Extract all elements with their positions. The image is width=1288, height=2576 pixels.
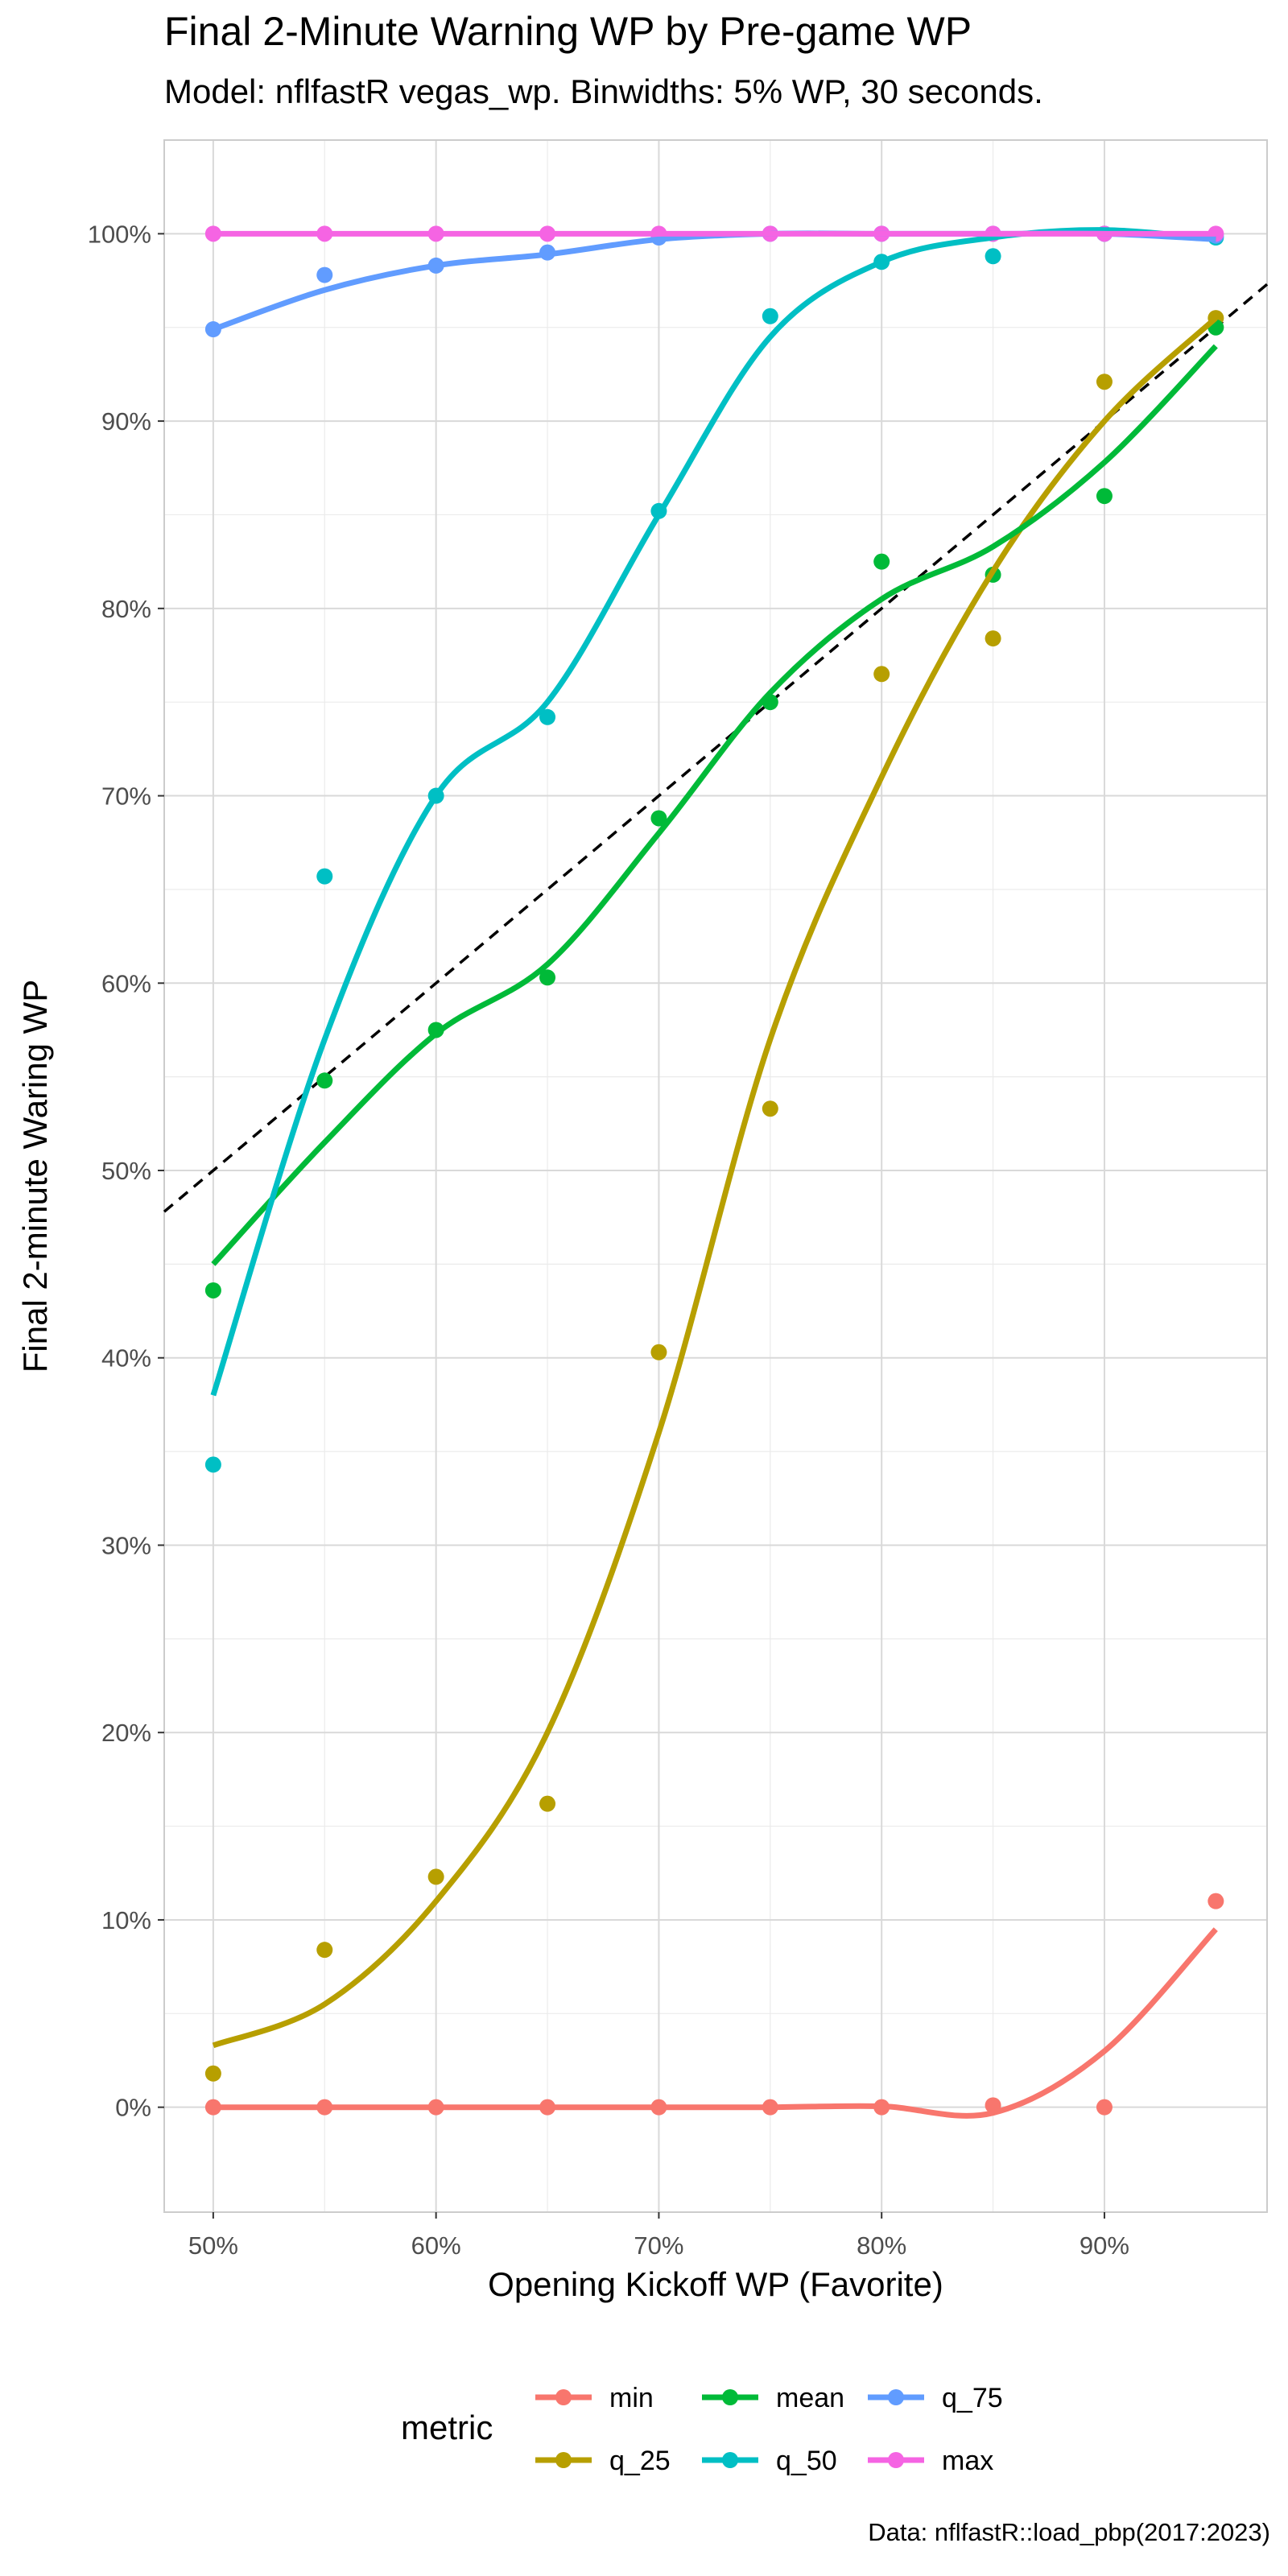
data-point-mean [650, 810, 667, 827]
data-point-q_25 [427, 1868, 444, 1885]
legend-label-min: min [609, 2383, 654, 2413]
y-tick-label: 10% [101, 1906, 151, 1934]
data-point-q_25 [1096, 374, 1113, 390]
x-tick-label: 50% [188, 2231, 238, 2260]
legend-key-point-max [888, 2452, 904, 2468]
data-point-q_50 [316, 868, 333, 885]
legend-label-q_50: q_50 [776, 2446, 837, 2476]
smooth-lines [210, 227, 1218, 2119]
y-axis-title: Final 2-minute Waring WP [16, 980, 54, 1373]
y-axis-ticks: 0% 10% 20% 30% 40% 50% 60% 70% 80% 90% 100% [88, 220, 164, 2122]
data-point-q_25 [539, 1795, 556, 1812]
x-tick-label: 90% [1080, 2231, 1129, 2260]
data-point-q_50 [539, 708, 556, 725]
data-point-mean [204, 1282, 221, 1298]
reference-line [163, 283, 1269, 1213]
legend-label-q_25: q_25 [609, 2446, 671, 2476]
data-point-q_50 [762, 308, 778, 324]
data-point-q_50 [985, 248, 1001, 265]
legend-key-point-mean [722, 2389, 738, 2405]
legend-label-max: max [942, 2446, 993, 2476]
x-tick-label: 80% [857, 2231, 906, 2260]
smooth-line-mean [211, 344, 1218, 1266]
data-point-min [1096, 2099, 1113, 2116]
chart-caption: Data: nflfastR::load_pbp(2017:2023) [868, 2518, 1270, 2546]
smooth-line-q_25 [212, 316, 1218, 2049]
smooth-line-q_50 [210, 227, 1216, 1397]
y-tick-label: 80% [101, 595, 151, 623]
legend-key-point-q_75 [888, 2389, 904, 2405]
data-point-mean [316, 1072, 333, 1089]
data-point-mean [539, 969, 556, 986]
y-tick-label: 40% [101, 1344, 151, 1373]
chart-subtitle: Model: nflfastR vegas_wp. Binwidths: 5% … [164, 72, 1043, 110]
legend-key-point-q_25 [555, 2452, 572, 2468]
data-point-q_25 [985, 630, 1001, 647]
data-point-q_25 [873, 666, 890, 683]
legend-key-point-q_50 [722, 2452, 738, 2468]
data-point-mean [1096, 488, 1113, 505]
data-point-q_25 [204, 2065, 221, 2082]
y-tick-label: 100% [88, 220, 151, 248]
y-tick-label: 70% [101, 782, 151, 811]
gridlines [164, 140, 1267, 2212]
data-point-mean [873, 553, 890, 570]
smooth-line-q_75 [212, 230, 1216, 332]
legend-label-q_75: q_75 [942, 2383, 1003, 2413]
data-point-q_25 [316, 1942, 333, 1959]
data-point-max [204, 225, 221, 242]
y-tick-label: 30% [101, 1531, 151, 1559]
x-tick-label: 60% [411, 2231, 461, 2260]
y-tick-label: 0% [115, 2094, 151, 2122]
legend-key-point-min [555, 2389, 572, 2405]
chart-title: Final 2-Minute Warning WP by Pre-game WP [164, 9, 972, 54]
y-tick-label: 90% [101, 407, 151, 436]
legend-title: metric [401, 2409, 493, 2446]
data-point-q_25 [650, 1344, 667, 1360]
data-point-min [204, 2099, 221, 2116]
y-tick-label: 20% [101, 1719, 151, 1747]
smooth-line-min [213, 1927, 1218, 2119]
y-tick-label: 50% [101, 1157, 151, 1185]
data-point-min [1208, 1893, 1224, 1909]
x-axis-title: Opening Kickoff WP (Favorite) [488, 2265, 943, 2303]
data-point-q_75 [316, 266, 333, 283]
panel-border [163, 139, 1268, 2213]
identity-reference-line [163, 283, 1269, 1213]
x-tick-label: 70% [634, 2231, 683, 2260]
y-tick-label: 60% [101, 969, 151, 997]
data-point-q_25 [762, 1100, 778, 1117]
x-axis-ticks: 50% 60% 70% 80% 90% [188, 2212, 1129, 2260]
legend-label-mean: mean [776, 2383, 844, 2413]
data-point-q_50 [204, 1456, 221, 1473]
